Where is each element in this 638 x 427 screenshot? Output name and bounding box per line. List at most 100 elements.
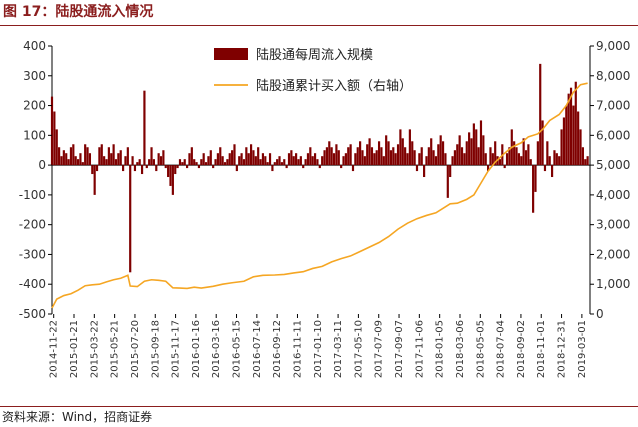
inflow-bar <box>446 165 449 198</box>
x-tick-label: 2017-07-09 <box>374 320 385 378</box>
inflow-bar <box>406 153 409 166</box>
inflow-bar <box>212 165 215 169</box>
inflow-bar <box>541 120 544 166</box>
source-rule <box>0 406 638 407</box>
inflow-bar <box>197 165 201 169</box>
inflow-bar <box>86 147 89 166</box>
right-tick-label: 8,000 <box>596 69 630 83</box>
inflow-bar <box>148 159 151 166</box>
inflow-bar <box>579 129 582 166</box>
inflow-bar <box>411 141 414 166</box>
x-tick-label: 2018-03-06 <box>455 320 466 378</box>
inflow-bar <box>368 138 371 166</box>
inflow-bar <box>532 165 535 213</box>
inflow-bar <box>451 156 454 166</box>
inflow-bar <box>477 147 480 166</box>
inflow-bar <box>491 153 494 166</box>
inflow-bar <box>354 153 357 166</box>
inflow-bar <box>370 147 374 166</box>
inflow-bar <box>318 165 321 169</box>
inflow-bar <box>408 129 411 166</box>
left-tick-label: -100 <box>19 188 46 202</box>
inflow-bar <box>456 144 459 166</box>
x-tick-label: 2018-12-31 <box>557 320 568 378</box>
inflow-bar <box>498 159 502 166</box>
legend-line-label: 陆股通累计买入额（右轴） <box>256 78 412 94</box>
inflow-bar <box>344 153 347 166</box>
inflow-bar <box>584 159 587 166</box>
inflow-bar <box>190 147 193 166</box>
inflow-bar <box>356 147 359 166</box>
inflow-bar <box>176 165 179 169</box>
inflow-bar <box>164 165 167 169</box>
inflow-bar <box>207 156 210 166</box>
inflow-bar <box>546 141 549 166</box>
x-tick-label: 2015-09-18 <box>150 320 161 378</box>
inflow-bar <box>380 147 383 166</box>
x-tick-label: 2017-05-10 <box>353 320 364 378</box>
inflow-bar <box>536 141 539 166</box>
inflow-bar <box>323 150 326 166</box>
inflow-bar <box>233 144 236 166</box>
inflow-chart: -500 -400 -300 -200 -100 0 100 200 300 400 0 1,000… <box>19 39 631 378</box>
inflow-bar <box>460 147 464 166</box>
x-tick-label: 2015-03-22 <box>89 320 100 378</box>
inflow-bar <box>257 147 260 166</box>
inflow-bar <box>321 156 324 166</box>
inflow-bar <box>174 165 177 175</box>
inflow-bar <box>200 159 203 166</box>
inflow-bar <box>503 165 506 169</box>
inflow-bar <box>304 159 307 166</box>
right-axis-ticks: 0 1,000 2,000 3,000 4,000 5,000 6,000 7,000 8,00… <box>590 39 630 321</box>
inflow-bar <box>235 165 238 172</box>
inflow-bar <box>475 129 478 166</box>
inflow-bar <box>98 147 101 166</box>
inflow-bar <box>550 165 554 178</box>
inflow-bar <box>555 153 558 166</box>
inflow-bar <box>313 153 317 166</box>
inflow-bar <box>91 165 94 175</box>
inflow-bar <box>88 153 92 166</box>
cumulative-buy-line <box>51 82 588 309</box>
inflow-bar <box>392 147 395 166</box>
inflow-bar <box>522 138 525 166</box>
inflow-bar <box>209 150 212 166</box>
inflow-bar <box>347 147 350 166</box>
inflow-bar <box>167 165 170 178</box>
x-tick-label: 2016-11-11 <box>292 320 303 378</box>
inflow-bar <box>110 153 113 166</box>
inflow-bar <box>171 165 174 195</box>
x-tick-label: 2016-01-16 <box>191 320 202 378</box>
inflow-bar <box>143 90 146 166</box>
x-tick-label: 2018-07-04 <box>496 320 507 378</box>
inflow-bar <box>361 150 364 166</box>
inflow-bar <box>437 144 440 166</box>
inflow-bar <box>382 156 385 166</box>
inflow-bar <box>524 150 528 166</box>
inflow-bar <box>292 156 295 166</box>
inflow-bar <box>375 150 378 166</box>
inflow-bar <box>50 96 54 166</box>
inflow-bar <box>342 156 345 166</box>
inflow-bar <box>325 147 329 166</box>
inflow-bar <box>434 156 438 166</box>
x-tick-label: 2017-09-07 <box>394 320 405 378</box>
inflow-bar <box>273 162 276 166</box>
inflow-bar <box>112 144 115 166</box>
inflow-bar <box>489 147 492 166</box>
inflow-bar <box>157 153 160 166</box>
left-tick-label: 0 <box>38 158 46 172</box>
inflow-bar <box>133 165 137 172</box>
inflow-bar <box>268 153 272 166</box>
inflow-bar <box>479 120 483 166</box>
inflow-bar <box>306 153 310 166</box>
inflow-bar <box>385 135 388 166</box>
x-tick-label: 2015-11-17 <box>171 320 182 378</box>
inflow-bar <box>178 159 182 166</box>
inflow-bar <box>527 144 530 166</box>
inflow-bar <box>238 156 241 166</box>
inflow-bar <box>574 81 577 166</box>
inflow-bar <box>449 165 452 178</box>
inflow-bar <box>221 156 224 166</box>
inflow-bar <box>240 153 243 166</box>
